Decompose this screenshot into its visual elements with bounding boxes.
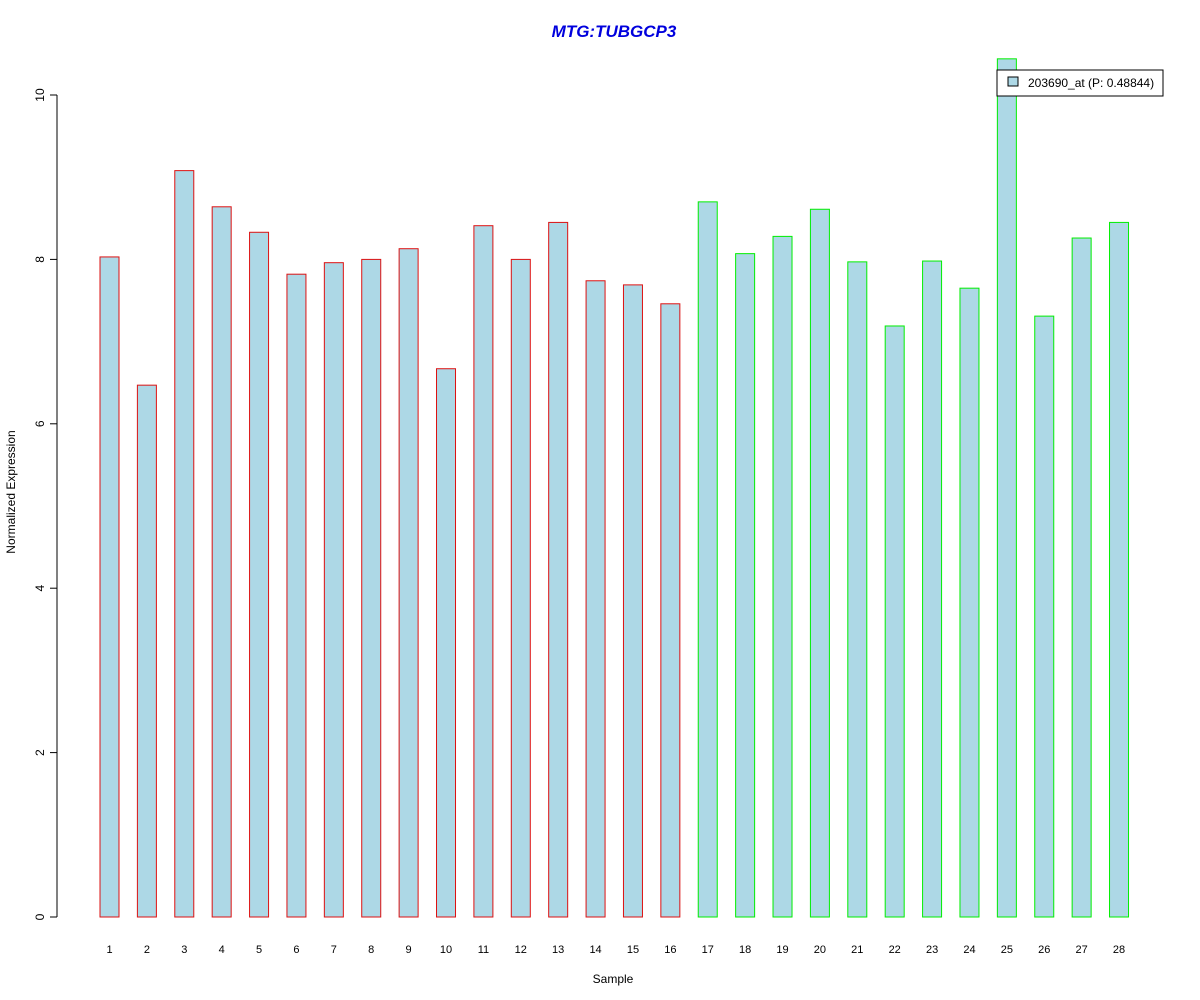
bar-sample-15 [622,284,643,918]
y-tick-label: 8 [33,256,47,263]
x-tick-label: 22 [889,944,901,956]
bar-sample-12 [510,258,531,918]
x-tick-label: 7 [331,944,337,956]
x-tick-label: 17 [702,944,714,956]
bar-sample-11 [473,225,494,918]
bar-sample-23 [922,260,943,918]
bar-sample-14 [585,280,606,918]
x-tick-label: 25 [1001,944,1013,956]
bar-sample-2 [136,384,157,918]
bar-sample-20 [809,208,830,918]
y-axis-label: Normalized Expression [4,430,18,553]
bar-sample-18 [735,253,756,918]
bar-sample-25 [996,58,1017,918]
bar-sample-26 [1034,315,1055,918]
bar-sample-1 [99,256,120,918]
bar-sample-24 [959,287,980,918]
y-tick-label: 6 [33,420,47,427]
x-tick-label: 2 [144,944,150,956]
bar-sample-27 [1071,237,1092,918]
bar-sample-13 [548,221,569,918]
bar-sample-3 [174,170,195,918]
x-tick-label: 9 [406,944,412,956]
bar-sample-17 [697,201,718,918]
bar-sample-9 [398,248,419,918]
x-tick-label: 10 [440,944,452,956]
bar-sample-16 [660,303,681,918]
x-tick-label: 12 [515,944,527,956]
bar-sample-21 [847,261,868,918]
y-tick-label: 10 [33,88,47,102]
legend-label: 203690_at (P: 0.48844) [1028,76,1154,90]
bar-sample-22 [884,325,905,918]
bar-sample-7 [323,262,344,918]
x-tick-label: 14 [589,944,601,956]
x-axis-label: Sample [593,972,634,986]
x-tick-label: 5 [256,944,262,956]
legend-box [996,69,1164,97]
x-tick-label: 13 [552,944,564,956]
bar-sample-4 [211,206,232,918]
x-tick-label: 1 [106,944,112,956]
bar-sample-8 [361,258,382,918]
bars [99,58,1130,918]
x-tick-labels: 1 2 3 4 5 6 7 8 9 10 11 12 13 14 15 16 17 18 19 20 21 22 23 24 2… [106,944,1125,956]
x-tick-label: 23 [926,944,938,956]
bar-sample-28 [1109,221,1130,918]
legend: 203690_at (P: 0.48844) [996,69,1164,97]
x-tick-label: 19 [776,944,788,956]
bar-sample-5 [249,231,270,918]
x-tick-label: 6 [293,944,299,956]
bar-sample-19 [772,235,793,918]
x-tick-label: 20 [814,944,826,956]
x-tick-label: 8 [368,944,374,956]
bar-sample-6 [286,273,307,918]
x-tick-label: 18 [739,944,751,956]
chart-title: MTG:TUBGCP3 [552,22,677,41]
y-tick-label: 4 [33,585,47,592]
y-tick-label: 0 [33,913,47,920]
x-tick-label: 28 [1113,944,1125,956]
y-tick-label: 2 [33,749,47,756]
x-tick-label: 21 [851,944,863,956]
x-tick-label: 11 [478,944,489,956]
x-tick-label: 26 [1038,944,1050,956]
x-tick-label: 24 [963,944,975,956]
y-axis: 0 2 4 6 8 10 [33,88,58,920]
x-tick-label: 27 [1076,944,1088,956]
x-tick-label: 15 [627,944,639,956]
x-tick-label: 16 [664,944,676,956]
x-tick-label: 3 [181,944,187,956]
legend-swatch [1007,76,1019,87]
bar-sample-10 [436,368,457,918]
x-tick-label: 4 [219,944,225,956]
